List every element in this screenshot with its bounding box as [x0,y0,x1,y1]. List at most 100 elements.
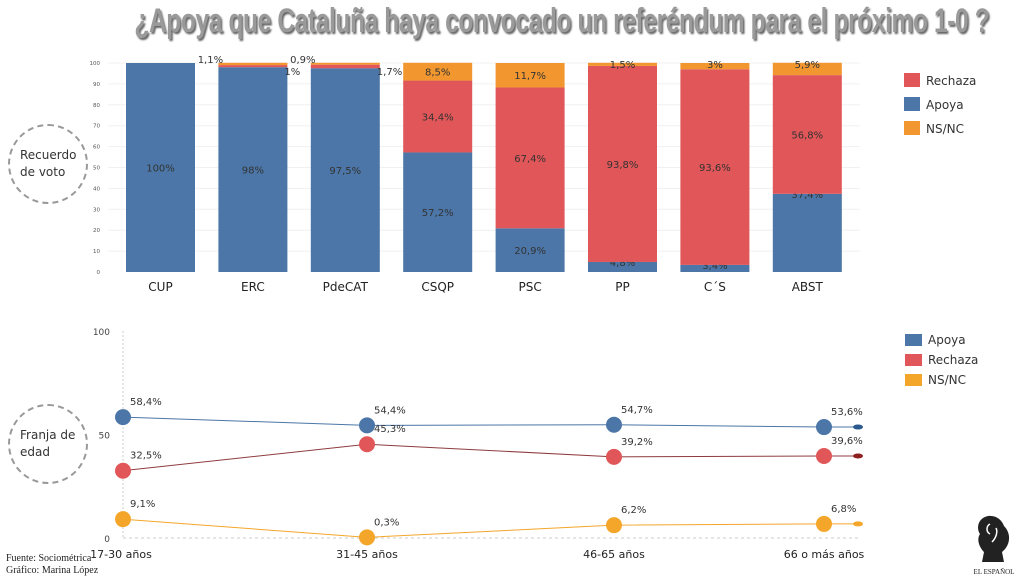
y-tick-label: 0 [97,270,101,276]
line-data-label: 39,6% [831,436,863,447]
bar-rechaza-C´S [680,69,750,265]
bar-apoya-CUP [126,63,195,272]
line-data-label: 9,1% [130,499,155,510]
line-point [606,448,622,465]
y-tick-label: 40 [93,186,100,192]
bar-data-label: 100% [146,164,175,175]
bar-data-label: 1,5% [610,60,635,71]
line-data-label: 45,3% [374,424,406,435]
bar-nsnc-ERC [218,62,288,66]
bar-data-label: 8,5% [425,68,450,79]
y-tick-label: 100 [93,328,110,338]
line-point [816,515,832,532]
x-tick-label: 17-30 años [90,548,152,561]
line-NS/NC [122,518,858,538]
bar-data-label: 1,1% [198,55,223,66]
y-tick-label: 10 [93,249,100,255]
y-tick-label: 20 [93,228,100,234]
bar-nsnc-PP [588,62,657,66]
legend-label: Rechaza [926,74,976,88]
bar-nsnc-CSQP [403,62,473,81]
bar-data-label: 93,8% [607,160,639,171]
bar-data-label: 3% [707,60,723,71]
line-point [359,417,375,434]
bar-apoya-PSC [495,228,565,272]
x-tick-label: CUP [148,280,172,294]
x-tick-label: PdeCAT [323,280,369,294]
x-tick-label: 46-65 años [583,548,645,561]
bar-data-label: 34,4% [422,113,454,124]
line-end-marker [853,424,863,430]
line-data-label: 54,4% [374,405,406,416]
line-point [115,511,131,528]
y-tick-label: 90 [93,82,100,88]
y-tick-label: 50 [99,432,111,442]
y-tick-label: 100 [90,61,101,67]
bar-data-label: 4,8% [610,258,635,269]
line-data-label: 58,4% [130,397,162,408]
bar-rechaza-PdeCAT [310,64,380,69]
bar-data-label: 67,4% [514,154,546,165]
line-point [816,419,832,436]
line-end-marker [853,521,863,527]
bar-nsnc-PSC [495,63,565,88]
bar-data-label: 93,6% [699,163,731,174]
x-tick-label: ABST [792,280,824,294]
bar-apoya-ABST [772,193,842,272]
legend-swatch [905,334,922,346]
bar-data-label: 1,7% [377,67,402,78]
bar-apoya-PP [588,261,657,272]
line-data-label: 6,2% [621,505,646,516]
legend-swatch [904,73,920,87]
y-tick-label: 60 [93,145,100,151]
y-tick-label: 70 [93,124,100,130]
line-data-label: 32,5% [130,451,162,462]
legend-label: NS/NC [928,373,966,387]
line-point [606,416,622,433]
el-espanol-logo: EL ESPAÑOL [968,512,1020,576]
line-point [359,436,375,453]
legend-swatch [905,374,922,386]
bar-apoya-ERC [218,67,288,273]
bar-apoya-C´S [680,264,750,272]
x-tick-label: ERC [241,280,265,294]
bar-data-label: 57,2% [422,208,454,219]
source-note: Fuente: Sociométrica Gráfico: Marina Lópe… [6,553,98,577]
bar-nsnc-PdeCAT [310,62,380,65]
x-tick-label: CSQP [421,280,454,294]
bar-data-label: 0,9% [290,55,315,66]
legend-swatch [904,97,920,111]
x-tick-label: 66 o más años [784,548,865,561]
bar-data-label: 11,7% [514,71,546,82]
line-end-marker [853,453,863,459]
legend-label: Apoya [928,333,966,347]
line-point [816,448,832,465]
bar-chart-side-label: Recuerdo de voto [8,124,88,204]
line-Rechaza [122,443,858,472]
bar-data-label: 97,5% [329,166,361,177]
legend-swatch [905,354,922,366]
credit-text: Gráfico: Marina López [6,565,99,576]
bar-apoya-PdeCAT [310,68,380,272]
line-chart-side-label: Franja de edad [8,404,88,484]
x-tick-label: PSC [518,280,541,294]
bar-rechaza-PSC [495,87,565,229]
legend-swatch [904,121,920,135]
line-data-label: 54,7% [621,405,653,416]
bar-nsnc-ABST [772,62,842,76]
bar-data-label: 1% [284,67,300,78]
line-point [115,462,131,479]
bar-data-label: 20,9% [514,246,546,257]
source-text: Fuente: Sociométrica [6,553,92,564]
line-data-label: 39,2% [621,437,653,448]
y-tick-label: 30 [93,207,100,213]
bar-rechaza-PP [588,65,657,262]
bar-data-label: 56,8% [791,130,823,141]
bar-data-label: 37,4% [791,190,823,201]
y-tick-label: 80 [93,103,100,109]
y-tick-label: 0 [104,535,110,545]
bar-nsnc-C´S [680,63,750,70]
legend-label: NS/NC [926,122,964,136]
line-point [359,529,375,546]
